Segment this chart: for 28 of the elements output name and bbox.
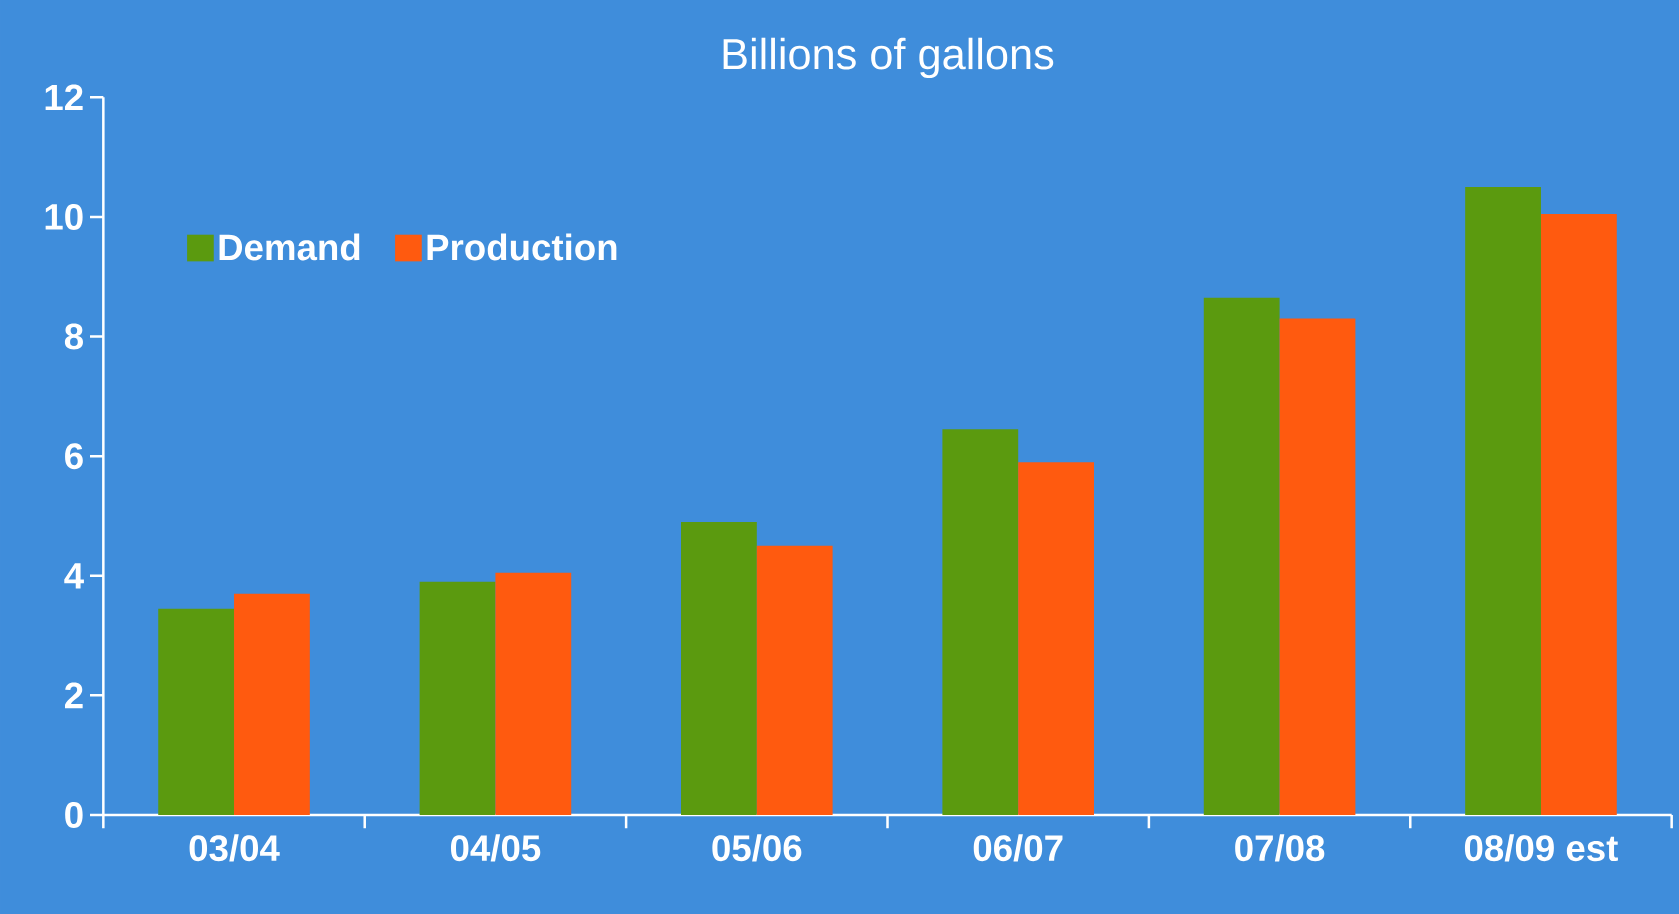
bar [234,593,310,815]
x-tick-label: 04/05 [450,834,541,862]
bar [1279,318,1356,815]
y-tick-label: 2 [65,682,83,709]
bar [495,572,572,815]
x-tick-label: 05/06 [712,834,802,862]
x-tick-label: 06/07 [973,834,1063,862]
y-tick-label: 4 [64,563,84,589]
bar [1203,297,1280,815]
x-tick-label: 03/04 [189,834,280,862]
bar [158,608,235,815]
bar [1465,187,1541,815]
bar [942,429,1019,815]
y-tick-label: 0 [65,801,83,828]
bar [1540,213,1617,815]
legend-label: Production [427,233,617,261]
bar [419,581,496,815]
bar [756,545,833,815]
legend-label: Demand [219,233,360,261]
y-tick-label: 6 [65,443,83,470]
x-tick-label: 08/09 est [1464,834,1618,862]
y-tick-label: 8 [64,323,83,350]
y-tick-label: 10 [45,203,83,230]
bar [681,521,757,815]
chart-title: Billions of gallons [723,37,1054,79]
x-tick-label: 07/08 [1235,834,1325,862]
bar [1018,462,1094,815]
y-tick-label: 12 [45,84,83,111]
